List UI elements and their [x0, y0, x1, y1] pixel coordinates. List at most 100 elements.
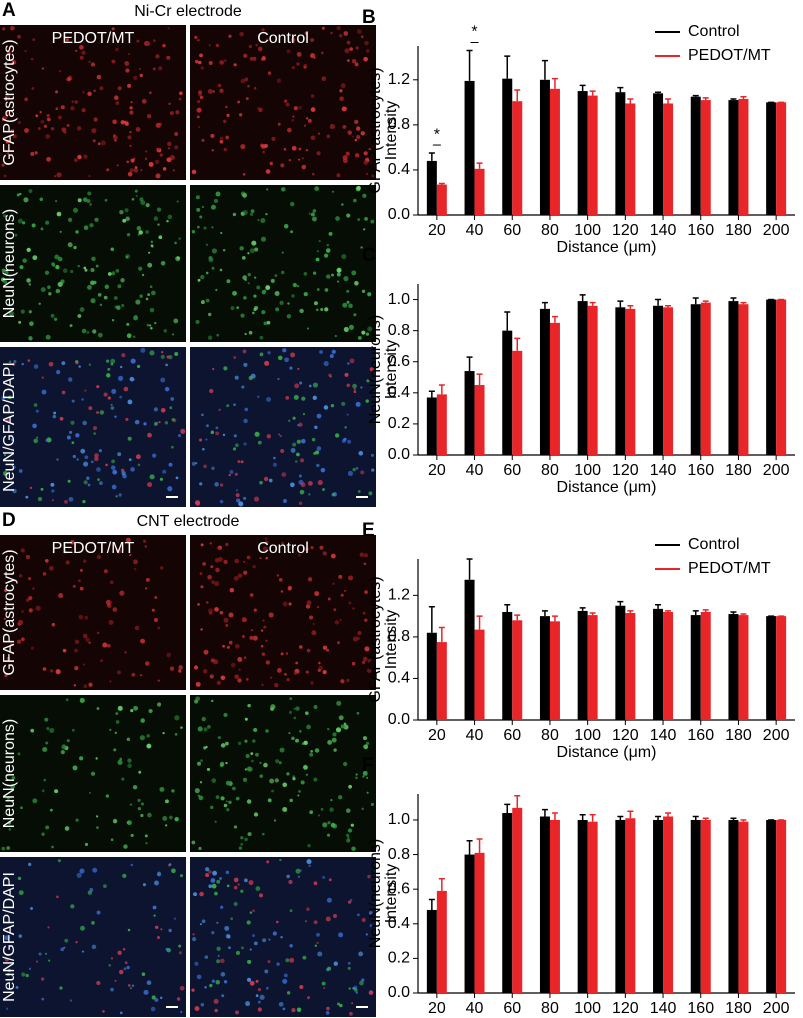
cell: [125, 537, 131, 543]
cell: [93, 117, 98, 122]
error-bar: [428, 152, 435, 161]
cell: [293, 707, 296, 710]
cell: [216, 946, 221, 951]
cell: [285, 396, 290, 400]
y-tick-label: 0.0: [388, 984, 410, 1001]
cell: [305, 711, 309, 715]
cell: [291, 145, 297, 151]
cell: [275, 307, 280, 312]
cell: [119, 1011, 123, 1015]
cell: [79, 45, 84, 50]
cell: [17, 876, 22, 881]
cell: [247, 959, 252, 964]
cell: [118, 493, 122, 497]
cell: [129, 130, 132, 134]
error-bar: [428, 606, 435, 633]
cell: [96, 707, 100, 710]
cell: [344, 426, 347, 429]
cell: [311, 437, 316, 442]
cell: [162, 732, 165, 735]
cell: [234, 443, 239, 448]
error-bar: [466, 49, 473, 81]
cell: [148, 251, 151, 254]
cell: [354, 138, 358, 142]
cell: [298, 422, 303, 427]
cell: [310, 94, 315, 98]
cell: [365, 332, 370, 336]
cell: [351, 846, 356, 852]
cell: [279, 858, 282, 862]
cell: [219, 763, 224, 768]
cell: [39, 111, 42, 114]
cell: [351, 58, 357, 64]
cell: [261, 310, 266, 315]
cell: [249, 980, 255, 986]
cell: [235, 950, 240, 955]
cell: [147, 482, 153, 488]
cell: [147, 432, 152, 438]
cell: [230, 662, 236, 668]
cell: [259, 480, 263, 485]
cell: [171, 445, 174, 449]
cell: [165, 799, 169, 804]
cell: [67, 217, 73, 223]
cell: [281, 541, 284, 545]
cell: [320, 807, 324, 811]
cell: [143, 422, 147, 426]
cell: [348, 303, 353, 309]
cell: [64, 826, 70, 831]
cell: [253, 727, 258, 733]
cell: [306, 648, 311, 653]
cell: [308, 493, 311, 496]
bar: [700, 611, 711, 720]
cell: [235, 489, 238, 492]
cell: [81, 50, 86, 55]
cell: [274, 778, 279, 783]
cell: [136, 39, 140, 43]
cell: [71, 728, 75, 732]
cell: [307, 118, 312, 123]
cell: [291, 294, 295, 298]
cell: [271, 136, 276, 141]
cell: [362, 775, 365, 778]
cell: [286, 874, 290, 879]
cell: [193, 665, 199, 670]
cell: [38, 952, 42, 956]
bar: [539, 308, 550, 455]
error-bar: [655, 815, 662, 820]
cell: [199, 482, 203, 486]
error-bar: [541, 610, 548, 617]
x-tick-label: 100: [574, 462, 601, 479]
cell: [355, 776, 358, 780]
y-tick-label: 0.6: [388, 880, 410, 897]
cell: [313, 705, 318, 710]
cell: [17, 34, 21, 39]
bar: [766, 819, 777, 993]
cell: [191, 988, 195, 992]
cell: [47, 926, 50, 929]
cell: [282, 348, 287, 353]
cell: [314, 591, 320, 597]
cell: [309, 752, 314, 757]
bar: [690, 96, 701, 215]
cell: [115, 720, 120, 724]
cell: [364, 217, 368, 221]
cell: [200, 274, 205, 280]
cell: [1, 846, 6, 851]
cell: [356, 913, 360, 917]
cell: [56, 895, 59, 899]
cell: [48, 959, 51, 962]
cell: [237, 678, 242, 683]
cell: [86, 199, 91, 203]
bar: [577, 610, 588, 720]
cell: [327, 739, 332, 745]
cell: [145, 661, 150, 666]
x-axis-label: Distance (μm): [557, 744, 657, 761]
cell: [96, 411, 99, 414]
bar: [728, 301, 739, 455]
cell: [226, 884, 230, 888]
cell: [359, 552, 365, 557]
cell: [259, 352, 264, 357]
cell: [262, 150, 265, 154]
cell: [146, 323, 150, 327]
